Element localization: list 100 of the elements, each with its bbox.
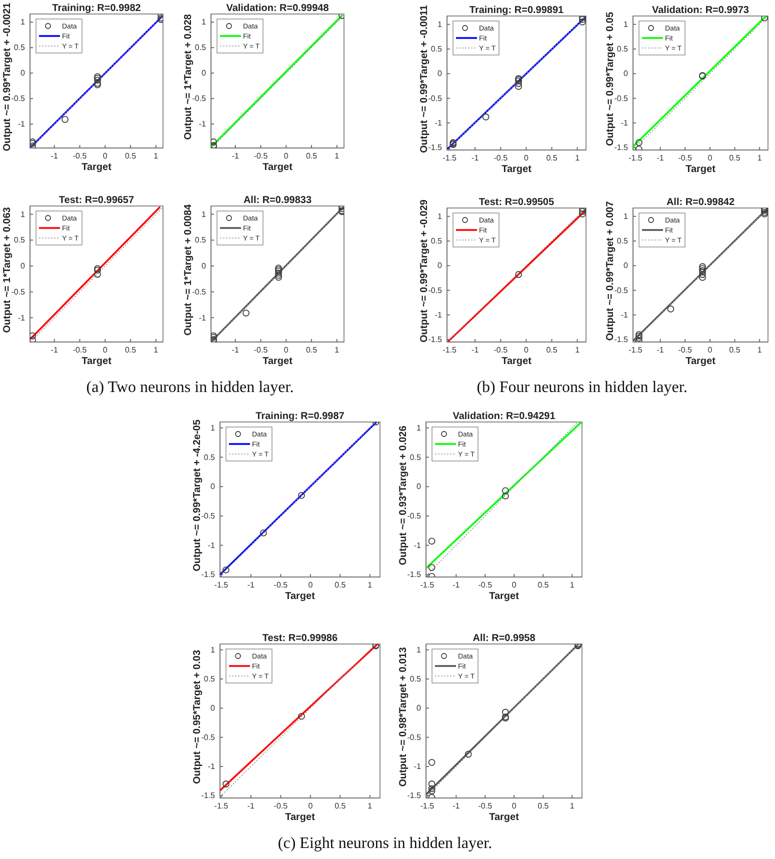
y-tick-label: 0.5 — [616, 236, 629, 246]
y-tick-label: 0.5 — [430, 236, 443, 246]
y-tick-label: 1 — [624, 212, 629, 221]
x-tick-label: -0.5 — [678, 154, 693, 163]
x-axis-title: Target — [285, 812, 316, 823]
y-tick-label: -1.5 — [407, 791, 422, 800]
x-tick-label: 0.5 — [729, 154, 741, 163]
y-tick-label: 1 — [416, 423, 422, 432]
x-tick-label: 0 — [308, 580, 314, 590]
point — [578, 208, 586, 215]
x-tick-label: 0 — [102, 346, 108, 355]
point — [699, 271, 706, 278]
x-axis-title: Target — [262, 356, 294, 367]
y-tick-label: 0 — [416, 704, 422, 713]
point — [636, 334, 642, 342]
point — [515, 80, 522, 87]
point — [428, 785, 436, 792]
x-tick-label: -0.5 — [494, 346, 508, 355]
y-tick-label: 0.5 — [410, 674, 422, 684]
x-tick-label: 0 — [284, 346, 289, 355]
y-tick-label: 1 — [202, 210, 207, 219]
y-tick-label: -0.5 — [201, 732, 216, 742]
y-tick-label: 1 — [202, 18, 207, 27]
x-tick-label: -0.5 — [254, 152, 268, 161]
y-tick-label: 1 — [20, 18, 26, 27]
chart-title: All: R=0.99833 — [243, 195, 312, 206]
x-tick-label: 1 — [368, 580, 373, 590]
point — [62, 116, 68, 123]
point — [30, 332, 36, 340]
point — [428, 788, 436, 794]
point — [464, 750, 472, 758]
x-tick-label: 1 — [368, 802, 373, 811]
y-axis-title: Output ~= 1*Target + 0.0084 — [183, 204, 194, 336]
y-tick-label: -0.5 — [614, 286, 629, 295]
point — [222, 566, 230, 574]
x-tick-label: -0.5 — [478, 802, 493, 811]
chart-title: Test: R=0.99986 — [262, 633, 338, 644]
point — [515, 271, 522, 278]
x-tick-label: -0.5 — [274, 580, 288, 590]
x-tick-label: -0.5 — [494, 154, 508, 163]
y-tick-label: -1 — [414, 540, 422, 550]
x-tick-label: 1 — [757, 346, 762, 355]
chart-title: Training: R=0.9982 — [52, 3, 142, 14]
y-axis-title: Output ~= 0.99*Target + -4.2e-05 — [192, 419, 203, 572]
y-tick-label: -1 — [198, 120, 207, 129]
y-tick-label: 0.5 — [204, 674, 216, 684]
x-tick-label: -1 — [472, 154, 480, 163]
y-tick-label: -1 — [198, 313, 207, 322]
x-tick-label: 0 — [102, 152, 108, 161]
chart-title: All: R=0.9958 — [472, 633, 536, 644]
point — [275, 272, 282, 279]
y-tick-label: -1.5 — [201, 570, 216, 580]
y-tick-label: -1 — [620, 118, 629, 128]
x-tick-label: 0 — [524, 346, 529, 355]
point — [428, 538, 436, 545]
y-tick-label: 0 — [20, 68, 26, 78]
point — [222, 780, 230, 788]
x-tick-label: -0.5 — [254, 346, 268, 355]
y-axis-title: Output ~= 0.98*Target + 0.013 — [398, 646, 409, 787]
x-tick-label: -0.5 — [274, 802, 288, 811]
x-tick-label: -1 — [50, 346, 58, 355]
x-axis-title: Target — [502, 164, 532, 175]
x-tick-label: 0.5 — [124, 346, 137, 355]
y-tick-label: -0.5 — [192, 94, 207, 104]
y-tick-label: 0.5 — [616, 44, 629, 54]
y-tick-label: -1.5 — [614, 335, 629, 344]
y-tick-label: 0.5 — [194, 43, 207, 52]
x-tick-label: -1 — [232, 346, 240, 355]
y-tick-label: 0 — [202, 68, 207, 78]
y-tick-label: 0.5 — [430, 44, 443, 54]
y-tick-label: -1 — [434, 118, 443, 128]
x-tick-label: -1 — [247, 580, 256, 590]
point — [428, 780, 436, 788]
text: (a) Two neurons in hidden layer. — [86, 379, 294, 396]
y-tick-label: 0.5 — [194, 236, 207, 245]
x-tick-label: 0 — [524, 154, 529, 163]
y-axis-title: Output ~= 0.99*Target + -0.0011 — [419, 4, 430, 153]
point — [211, 138, 217, 146]
point — [482, 114, 490, 120]
x-tick-label: 0 — [284, 152, 289, 161]
y-axis-title: Output ~= 0.99*Target + 0.007 — [605, 200, 616, 341]
y-tick-label: -1.5 — [614, 143, 629, 152]
y-tick-label: 1 — [416, 645, 422, 654]
x-tick-label: 0.5 — [124, 152, 137, 161]
y-tick-label: -1 — [414, 762, 422, 772]
y-tick-label: 0 — [210, 704, 216, 713]
x-tick-label: 0.5 — [538, 802, 550, 811]
chart-title: Training: R=0.99891 — [469, 5, 564, 16]
y-axis-title: Output ~= 1*Target + 0.028 — [183, 14, 194, 140]
chart-title: Validation: R=0.99948 — [226, 3, 330, 14]
x-tick-label: -0.5 — [72, 346, 88, 355]
chart-title: Test: R=0.99657 — [58, 195, 135, 206]
y-tick-label: 0 — [210, 482, 216, 492]
y-tick-label: 1 — [210, 423, 216, 432]
x-tick-label: -0.5 — [72, 152, 88, 161]
y-tick-label: 0 — [624, 261, 629, 270]
point — [275, 274, 282, 281]
point — [298, 712, 305, 720]
x-tick-label: -1 — [50, 152, 58, 161]
chart-title: All: R=0.99842 — [666, 197, 735, 208]
